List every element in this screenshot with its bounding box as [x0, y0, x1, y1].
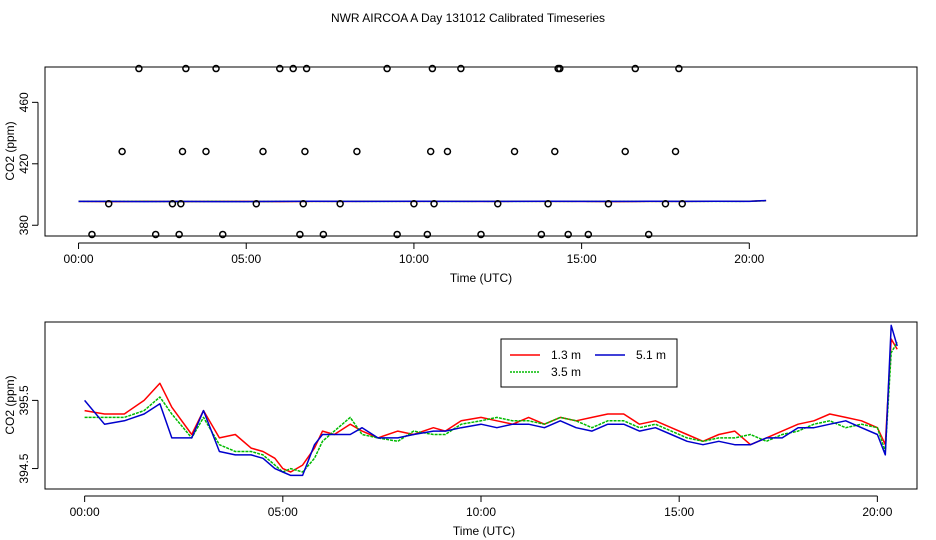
calibration-point	[276, 64, 284, 73]
calibration-point	[477, 230, 485, 239]
calibration-point	[537, 230, 546, 239]
calibration-point	[428, 64, 437, 73]
calibration-point	[296, 230, 304, 239]
calibration-point	[202, 147, 210, 156]
calibration-point	[426, 147, 435, 156]
calibration-point	[551, 147, 559, 156]
bot-x-tick-label: 00:00	[70, 505, 100, 519]
calibration-point	[556, 64, 564, 73]
calibration-point	[410, 199, 418, 208]
calibration-point	[457, 64, 465, 73]
series-line-3-5-mm	[84, 342, 898, 473]
calibration-point	[301, 147, 309, 156]
calibration-point	[168, 199, 177, 208]
bot-x-tick-label: 10:00	[466, 505, 496, 519]
calibration-point	[564, 230, 572, 239]
bot-x-tick-label: 15:00	[664, 505, 694, 519]
calibration-point	[661, 199, 670, 208]
bottom-series-lines	[84, 324, 898, 477]
top-panel: 00:00 05:00 10:00 15:00 20:00 380 420 460 Time…	[3, 64, 918, 285]
calibration-point	[494, 199, 502, 208]
bottom-x-axis: 00:00 05:00 10:00 15:00 20:00	[70, 495, 893, 519]
top-x-tick-label: 00:00	[64, 252, 94, 266]
bot-x-tick-label: 05:00	[268, 505, 298, 519]
calibration-point	[443, 147, 452, 156]
bottom-y-axis: 394.5 395.5	[17, 385, 39, 484]
calibration-point	[621, 147, 629, 156]
legend-box	[500, 338, 678, 388]
calibration-point	[118, 147, 126, 156]
top-x-tick-label: 05:00	[231, 252, 261, 266]
calibration-point	[289, 64, 297, 73]
series-line-5-1-mm	[84, 324, 898, 477]
top-y-tick-label: 380	[17, 215, 31, 235]
legend-label-1-3m: 1.3 m	[551, 348, 581, 362]
calibration-point	[259, 147, 267, 156]
bot-x-tick-label: 20:00	[862, 505, 892, 519]
calibration-point	[151, 230, 160, 239]
calibration-point	[336, 199, 344, 208]
legend: 1.3 m 3.5 m 5.1 m	[500, 338, 678, 388]
calibration-point	[252, 199, 261, 208]
top-calibration-points	[88, 64, 686, 239]
top-x-axis-label: Time (UTC)	[450, 271, 512, 285]
top-y-tick-label: 420	[17, 153, 31, 173]
bot-y-tick-label: 395.5	[17, 385, 31, 415]
bottom-y-axis-label: CO2 (ppm)	[3, 375, 17, 434]
bottom-panel: 00:00 05:00 10:00 15:00 20:00 394.5 395.5 Tim…	[3, 321, 918, 538]
bot-y-tick-label: 394.5	[17, 453, 31, 483]
calibration-point	[212, 64, 220, 73]
calibration-point	[175, 230, 183, 239]
top-y-axis-label: CO2 (ppm)	[3, 121, 17, 180]
calibration-point	[604, 199, 613, 208]
top-x-tick-label: 15:00	[567, 252, 597, 266]
calibration-point	[510, 147, 519, 156]
calibration-point	[182, 64, 190, 73]
top-x-axis: 00:00 05:00 10:00 15:00 20:00	[64, 242, 765, 266]
calibration-point	[383, 64, 391, 73]
calibration-point	[631, 64, 640, 73]
calibration-point	[104, 199, 113, 208]
bottom-plot-frame	[44, 321, 918, 490]
legend-label-3-5m: 3.5 m	[551, 365, 581, 379]
calibration-point	[423, 230, 432, 239]
calibration-point	[671, 147, 680, 156]
calibration-point	[678, 199, 686, 208]
top-x-tick-label: 10:00	[399, 252, 429, 266]
legend-label-5-1m: 5.1 m	[636, 348, 666, 362]
calibration-point	[319, 230, 328, 239]
series-line-1-3-mm	[84, 338, 898, 473]
figure-title: NWR AIRCOA A Day 131012 Calibrated Times…	[331, 11, 605, 25]
calibration-point	[644, 230, 653, 239]
calibration-point	[135, 64, 143, 73]
top-y-tick-label: 460	[17, 92, 31, 112]
top-y-axis: 380 420 460	[17, 92, 39, 235]
calibration-point	[430, 199, 438, 208]
calibration-point	[88, 230, 96, 239]
calibration-point	[544, 199, 552, 208]
calibration-point	[393, 230, 401, 239]
calibration-point	[302, 64, 311, 73]
calibration-point	[584, 230, 593, 239]
bottom-x-axis-label: Time (UTC)	[453, 524, 515, 538]
calibration-point	[178, 147, 187, 156]
calibration-point	[299, 199, 307, 208]
calibration-point	[177, 199, 185, 208]
calibration-point	[219, 230, 227, 239]
top-plot-frame	[44, 66, 918, 237]
calibration-point	[675, 64, 683, 73]
calibration-point	[353, 147, 361, 156]
top-x-tick-label: 20:00	[734, 252, 764, 266]
